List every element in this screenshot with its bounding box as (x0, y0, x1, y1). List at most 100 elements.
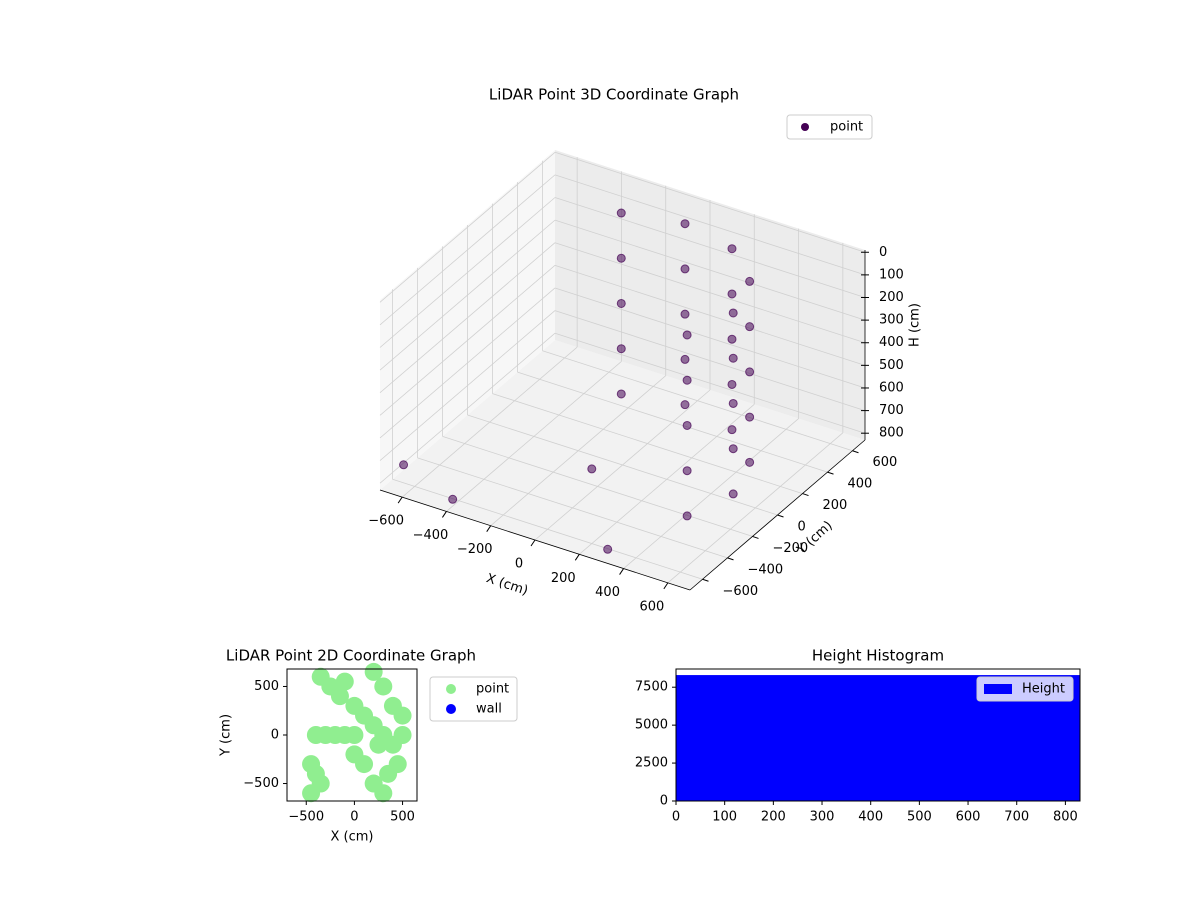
x-tick (530, 539, 536, 547)
y-tick (827, 471, 834, 475)
x-tick-label: −600 (368, 514, 404, 529)
grid-line (379, 242, 556, 394)
grid-line (379, 310, 556, 461)
y-tick-label: −400 (748, 562, 784, 577)
y-tick-label: −600 (723, 584, 759, 599)
grid-line (467, 414, 778, 516)
x-tick-label: −500 (288, 810, 324, 825)
grid-line (379, 219, 556, 371)
point (399, 460, 409, 470)
point (587, 464, 597, 474)
legend-marker (446, 684, 456, 694)
point (393, 726, 412, 744)
grid-line (554, 310, 866, 411)
x-tick-label: 600 (639, 599, 664, 614)
grid-line (492, 393, 803, 494)
point (745, 367, 755, 377)
grid-line (417, 457, 728, 559)
point (728, 353, 738, 363)
legend-label: point (476, 682, 509, 697)
x-tick (663, 582, 669, 590)
chart-title: LiDAR Point 3D Coordinate Graph (489, 86, 739, 104)
grid-line (379, 287, 556, 439)
point (680, 264, 690, 274)
point (448, 494, 458, 504)
z-tick-label: 800 (879, 426, 904, 441)
y-tick-label: 2500 (635, 756, 668, 771)
point (616, 344, 626, 354)
point (616, 298, 626, 308)
point (302, 784, 321, 803)
legend-marker (801, 123, 809, 131)
x-tick-label: 700 (1004, 810, 1029, 825)
point (379, 764, 398, 783)
legend-box (976, 676, 1074, 702)
point (728, 308, 738, 318)
point (345, 726, 364, 744)
point (682, 330, 692, 340)
grid-line (379, 265, 556, 416)
axis-line (689, 439, 866, 591)
grid-line (554, 264, 866, 366)
y-tick-label: 0 (271, 728, 279, 743)
axes-frame (675, 668, 1081, 802)
point (682, 466, 692, 476)
point (728, 398, 738, 408)
point (680, 219, 690, 229)
y-tick (852, 450, 859, 454)
point (745, 322, 755, 332)
grid-line (379, 332, 556, 484)
x-tick-label: 500 (907, 810, 932, 825)
x-tick (486, 525, 492, 532)
x-tick (619, 568, 624, 575)
legend-label: point (830, 120, 863, 135)
point (745, 412, 755, 422)
y-tick-label: 600 (873, 455, 898, 470)
grid-line (554, 197, 866, 298)
grid-line (379, 174, 556, 326)
grid-line (542, 350, 853, 452)
z-tick-label: 400 (879, 335, 904, 350)
x-tick-label: 100 (712, 810, 737, 825)
x-axis-label: X (cm) (331, 830, 374, 845)
x-tick (574, 554, 580, 561)
x-tick-label: 800 (1053, 810, 1078, 825)
x-tick-label: −400 (413, 528, 449, 543)
y-tick-label: 5000 (635, 718, 668, 733)
x-tick-label: 400 (858, 810, 883, 825)
point (727, 244, 737, 254)
x-tick-label: 300 (810, 810, 835, 825)
z-axis-label: H (cm) (908, 303, 923, 347)
point (330, 687, 349, 706)
y-axis-label: Y (cm) (219, 714, 234, 757)
grid-line (554, 287, 866, 389)
point (682, 375, 692, 385)
point (603, 544, 613, 554)
point (728, 489, 738, 499)
x-tick-label: 200 (761, 810, 786, 825)
grid-line (554, 242, 866, 344)
x-tick-label: 600 (956, 810, 981, 825)
y-tick-label: 400 (848, 477, 873, 492)
chart-title: Height Histogram (812, 647, 944, 665)
z-tick-label: 700 (879, 403, 904, 418)
point (374, 677, 393, 696)
point (335, 672, 354, 691)
z-tick-label: 200 (879, 290, 904, 305)
z-tick-label: 100 (879, 267, 904, 282)
point (680, 354, 690, 364)
point (364, 662, 383, 681)
point (616, 208, 626, 218)
x-tick-label: 400 (595, 585, 620, 600)
point (727, 289, 737, 299)
grid-line (379, 151, 556, 303)
point (682, 420, 692, 430)
y-tick-label: 200 (823, 498, 848, 513)
point (727, 425, 737, 435)
y-tick-label: −200 (773, 541, 809, 556)
grid-line (517, 371, 828, 473)
x-tick (442, 511, 447, 518)
y-tick-label: −500 (243, 776, 279, 791)
point (682, 511, 692, 521)
